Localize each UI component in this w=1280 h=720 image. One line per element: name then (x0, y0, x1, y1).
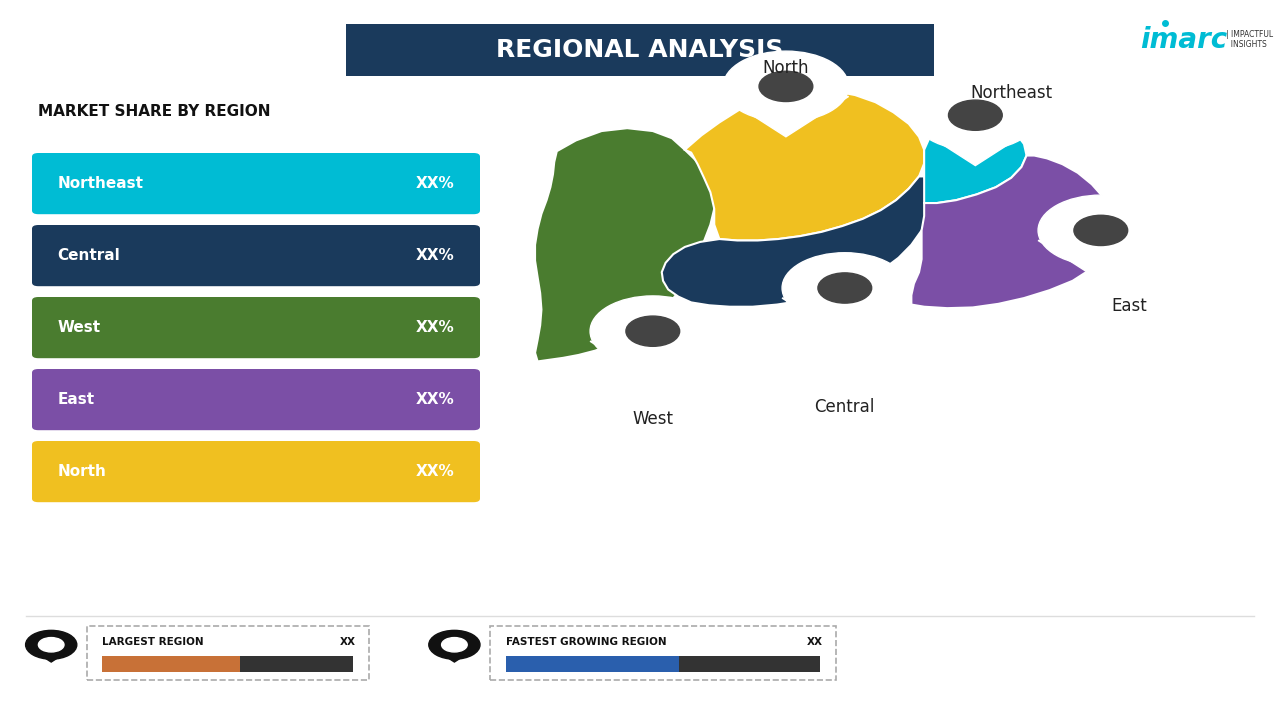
Text: North: North (763, 59, 809, 77)
Text: LARGEST REGION: LARGEST REGION (102, 636, 204, 647)
Bar (102, 656, 353, 672)
FancyBboxPatch shape (490, 626, 836, 680)
Bar (102, 656, 241, 672)
Text: XX%: XX% (416, 176, 454, 191)
Text: XX%: XX% (416, 248, 454, 263)
Text: XX%: XX% (416, 464, 454, 479)
FancyBboxPatch shape (32, 441, 480, 503)
Circle shape (26, 631, 77, 660)
Text: Northeast: Northeast (58, 176, 143, 191)
Text: East: East (58, 392, 95, 407)
FancyBboxPatch shape (32, 297, 480, 358)
Circle shape (948, 100, 1002, 130)
Text: XX%: XX% (416, 392, 454, 407)
FancyBboxPatch shape (32, 369, 480, 430)
Text: West: West (58, 320, 101, 335)
Polygon shape (911, 156, 1114, 308)
Text: imarc: imarc (1140, 26, 1228, 53)
Circle shape (723, 51, 849, 122)
Circle shape (782, 253, 908, 323)
Circle shape (1074, 215, 1128, 246)
Polygon shape (924, 121, 1027, 203)
Text: | IMPACTFUL
  INSIGHTS: | IMPACTFUL INSIGHTS (1226, 30, 1274, 49)
Text: West: West (632, 410, 673, 428)
Text: REGIONAL ANALYSIS: REGIONAL ANALYSIS (497, 37, 783, 62)
Polygon shape (685, 89, 924, 240)
Polygon shape (1038, 240, 1164, 281)
Text: XX: XX (808, 636, 823, 647)
Bar (506, 656, 820, 672)
Text: Northeast: Northeast (970, 84, 1052, 102)
Polygon shape (436, 651, 472, 662)
Polygon shape (723, 96, 849, 137)
Circle shape (442, 638, 467, 652)
Circle shape (759, 71, 813, 102)
Polygon shape (590, 341, 716, 382)
Circle shape (818, 273, 872, 303)
Bar (506, 656, 678, 672)
Text: MARKET SHARE BY REGION: MARKET SHARE BY REGION (38, 104, 271, 119)
Text: East: East (1111, 297, 1147, 315)
FancyBboxPatch shape (346, 24, 934, 76)
Circle shape (590, 296, 716, 366)
Circle shape (1038, 195, 1164, 266)
Text: XX%: XX% (416, 320, 454, 335)
Polygon shape (33, 651, 69, 662)
Polygon shape (782, 298, 908, 338)
Polygon shape (913, 125, 1038, 166)
FancyBboxPatch shape (32, 225, 480, 286)
Text: Central: Central (58, 248, 120, 263)
Circle shape (626, 316, 680, 346)
Text: North: North (58, 464, 106, 479)
Text: XX: XX (340, 636, 356, 647)
Polygon shape (535, 128, 714, 361)
FancyBboxPatch shape (87, 626, 369, 680)
Circle shape (913, 80, 1038, 150)
Circle shape (38, 638, 64, 652)
FancyBboxPatch shape (32, 153, 480, 215)
Text: Central: Central (814, 397, 876, 416)
Polygon shape (662, 176, 929, 307)
Text: FASTEST GROWING REGION: FASTEST GROWING REGION (506, 636, 666, 647)
Circle shape (429, 631, 480, 660)
